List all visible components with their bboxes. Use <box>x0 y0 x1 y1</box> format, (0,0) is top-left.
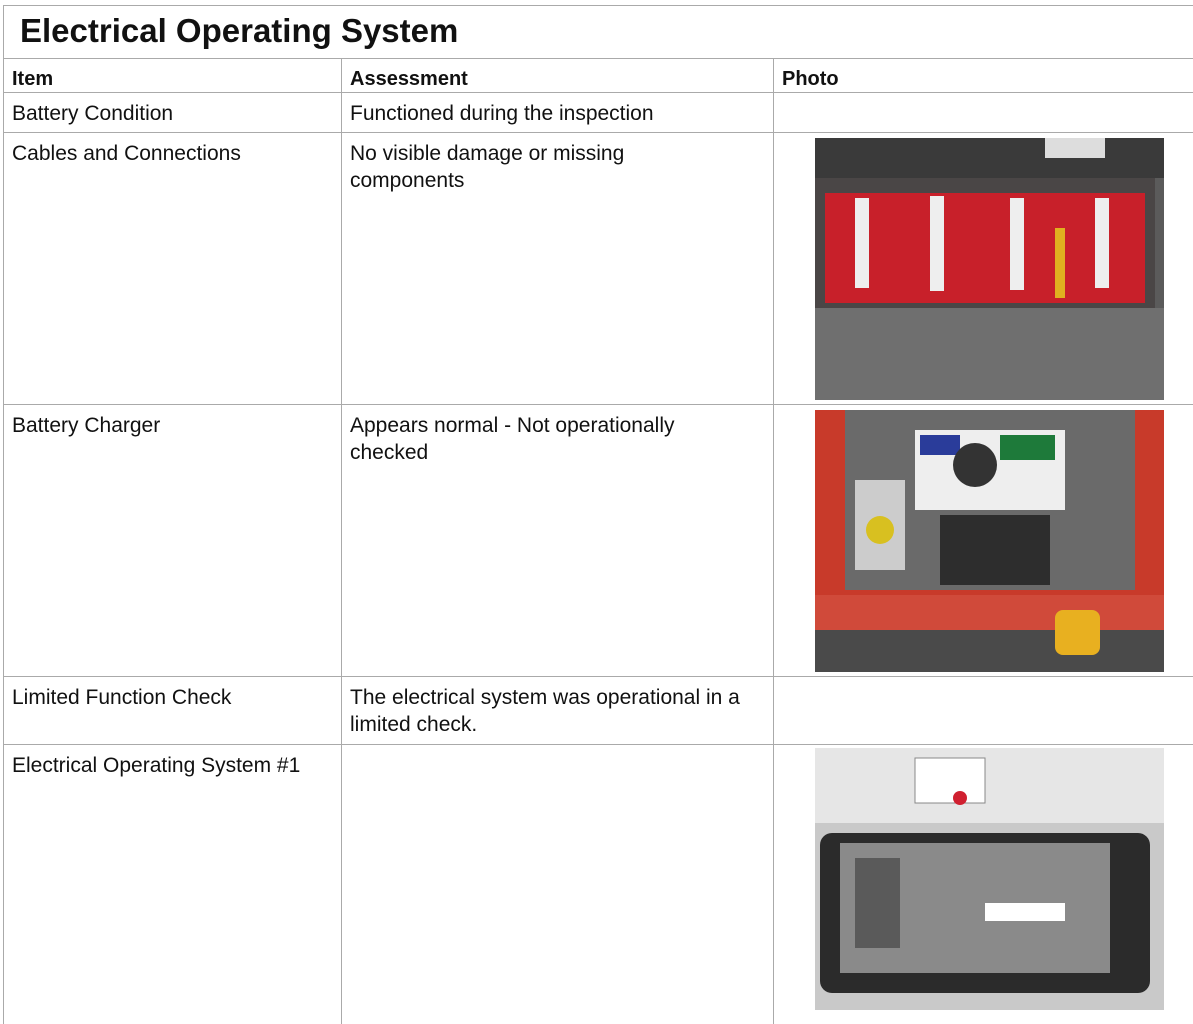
photo-cell <box>773 744 1193 1024</box>
battery-photo <box>815 138 1164 400</box>
item-cell: Battery Charger <box>3 404 341 676</box>
charger-photo <box>815 410 1164 672</box>
item-cell: Cables and Connections <box>3 132 341 404</box>
assessment-cell <box>341 744 773 1024</box>
photo-cell <box>773 404 1193 676</box>
section-title: Electrical Operating System <box>3 5 1193 58</box>
item-cell: Limited Function Check <box>3 676 341 744</box>
item-cell: Electrical Operating System #1 <box>3 744 341 1024</box>
assessment-cell: Appears normal - Not operationally check… <box>341 404 773 676</box>
column-header: Photo <box>773 58 1193 92</box>
column-header: Item <box>3 58 341 92</box>
assessment-cell: No visible damage or missing components <box>341 132 773 404</box>
assessment-cell: Functioned during the inspection <box>341 92 773 132</box>
photo-cell <box>773 132 1193 404</box>
item-cell: Battery Condition <box>3 92 341 132</box>
photo-cell <box>773 92 1193 132</box>
controller-photo <box>815 748 1164 1010</box>
photo-cell <box>773 676 1193 744</box>
assessment-cell: The electrical system was operational in… <box>341 676 773 744</box>
column-header: Assessment <box>341 58 773 92</box>
